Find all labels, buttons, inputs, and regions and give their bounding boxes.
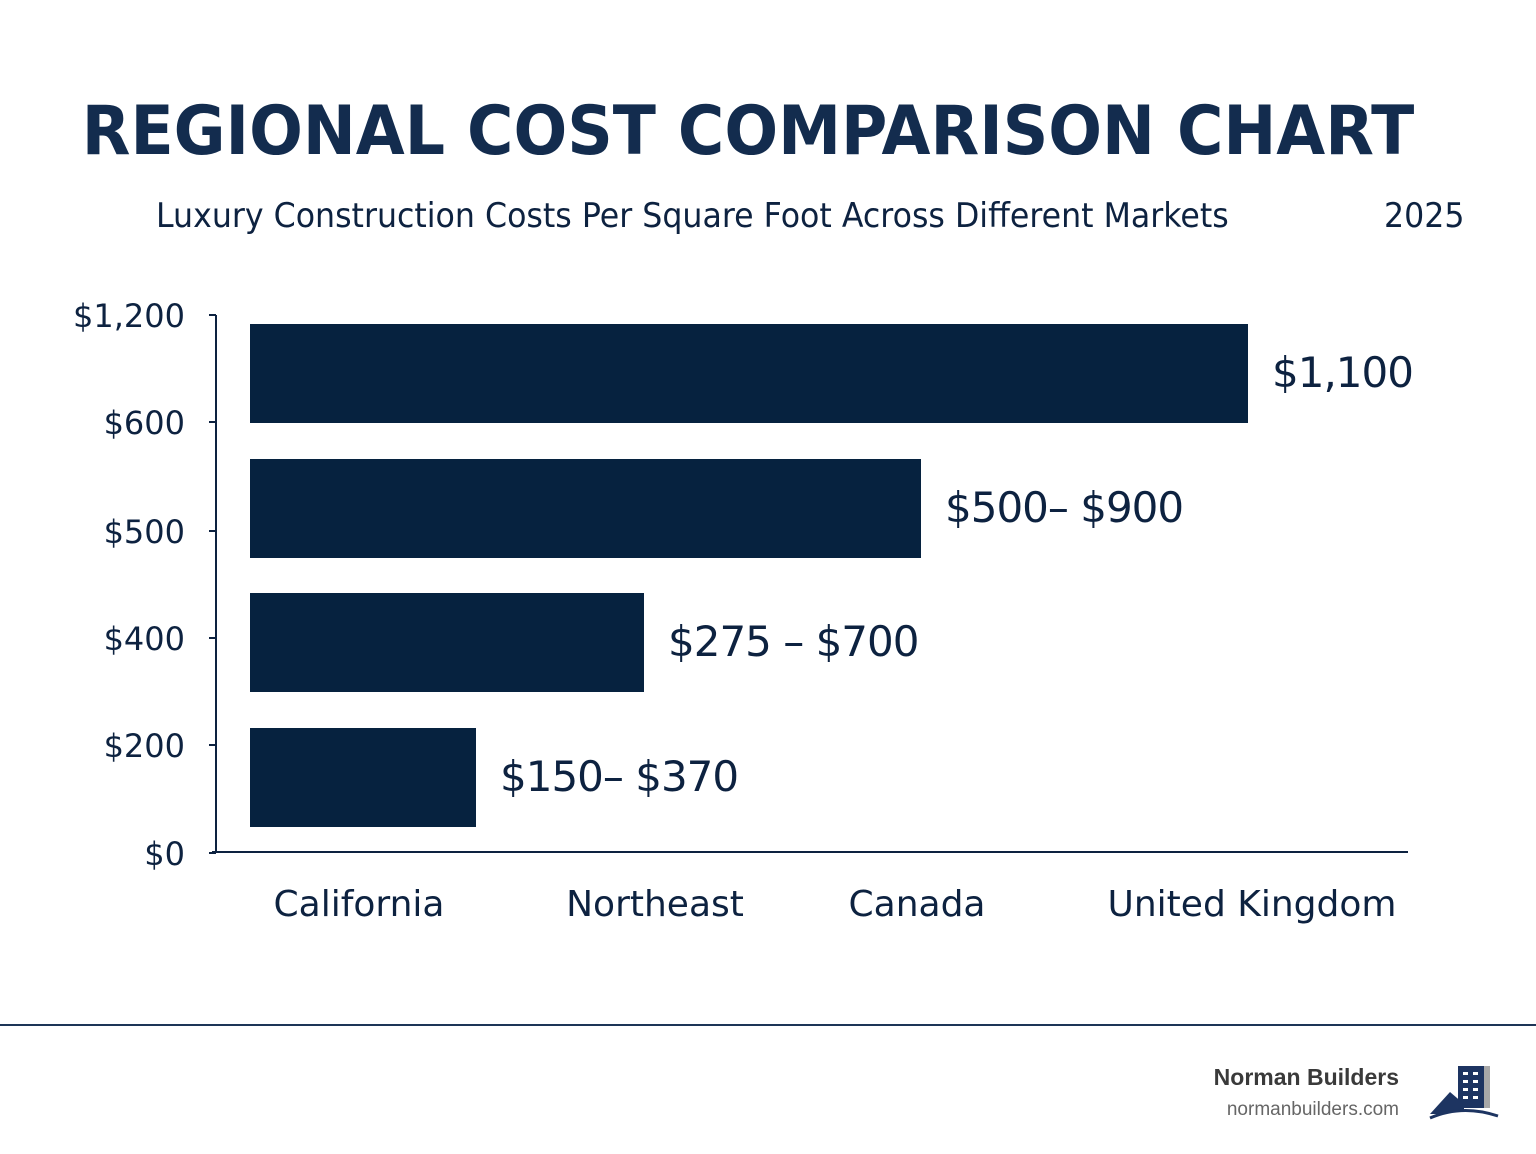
bar	[250, 728, 476, 827]
y-tick-label: $1,200	[73, 297, 185, 335]
footer-divider	[0, 1024, 1536, 1026]
y-tick-label: $200	[104, 727, 185, 765]
chart-subtitle: Luxury Construction Costs Per Square Foo…	[156, 196, 1229, 236]
bar	[250, 459, 921, 558]
y-tick-label: $600	[104, 404, 185, 442]
bar	[250, 324, 1248, 423]
brand-url: normanbuilders.com	[1226, 1099, 1399, 1120]
x-category-label: Northeast	[566, 884, 744, 925]
x-category-label: Canada	[849, 884, 986, 925]
bar-value-label: $500– $900	[945, 483, 1183, 532]
x-category-label: California	[274, 884, 445, 925]
y-tick-label: $0	[144, 835, 185, 873]
bar-value-label: $1,100	[1272, 348, 1413, 397]
bar-chart: $1,200 $600 $500 $400 $200 $0 $1,100 $500– $900…	[73, 297, 1414, 925]
brand-name: Norman Builders	[1213, 1064, 1399, 1090]
bar-value-label: $275 – $700	[668, 617, 918, 666]
bar-value-label: $150– $370	[500, 752, 738, 801]
chart-year: 2025	[1384, 196, 1465, 236]
y-tick-label: $500	[104, 513, 185, 551]
bar	[250, 593, 644, 692]
x-category-label: United Kingdom	[1108, 884, 1397, 925]
y-tick-label: $400	[104, 620, 185, 658]
building-logo-icon	[1429, 1066, 1499, 1120]
chart-title: REGIONAL COST COMPARISON CHART	[81, 92, 1415, 171]
